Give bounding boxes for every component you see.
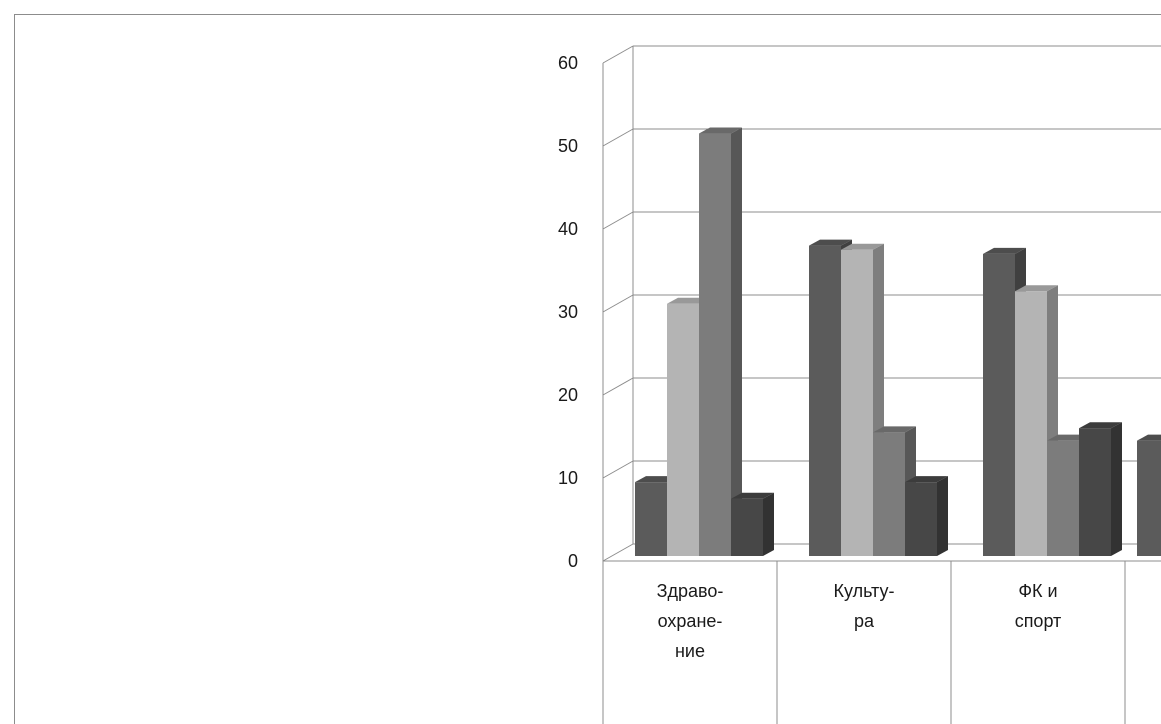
chart-frame [14, 14, 1161, 724]
side-wall-gridline [602, 460, 634, 479]
y-tick-label: 10 [558, 468, 578, 488]
x-tick-label: ние [675, 641, 705, 661]
y-tick-label: 0 [568, 551, 578, 571]
side-wall-gridline [602, 45, 634, 64]
y-tick-label: 40 [558, 219, 578, 239]
y-tick-label: 60 [558, 53, 578, 73]
side-wall-gridline [602, 543, 634, 562]
y-tick-label: 50 [558, 136, 578, 156]
y-tick-label: 30 [558, 302, 578, 322]
side-wall-gridline [602, 294, 634, 313]
side-wall-gridline [602, 211, 634, 230]
y-tick-label: 20 [558, 385, 578, 405]
x-tick-label: Здраво- [657, 581, 724, 601]
bar [1137, 434, 1161, 556]
x-tick-label: спорт [1015, 611, 1062, 631]
side-wall-gridline [602, 128, 634, 147]
x-tick-label: охране- [658, 611, 723, 631]
side-wall-gridline [602, 377, 634, 396]
x-tick-label: ра [854, 611, 875, 631]
bar [699, 127, 742, 557]
x-tick-label: ФК и [1018, 581, 1057, 601]
bar [731, 492, 774, 556]
bar [905, 476, 948, 556]
x-tick-label: Культу- [833, 581, 894, 601]
bar [1079, 422, 1122, 556]
